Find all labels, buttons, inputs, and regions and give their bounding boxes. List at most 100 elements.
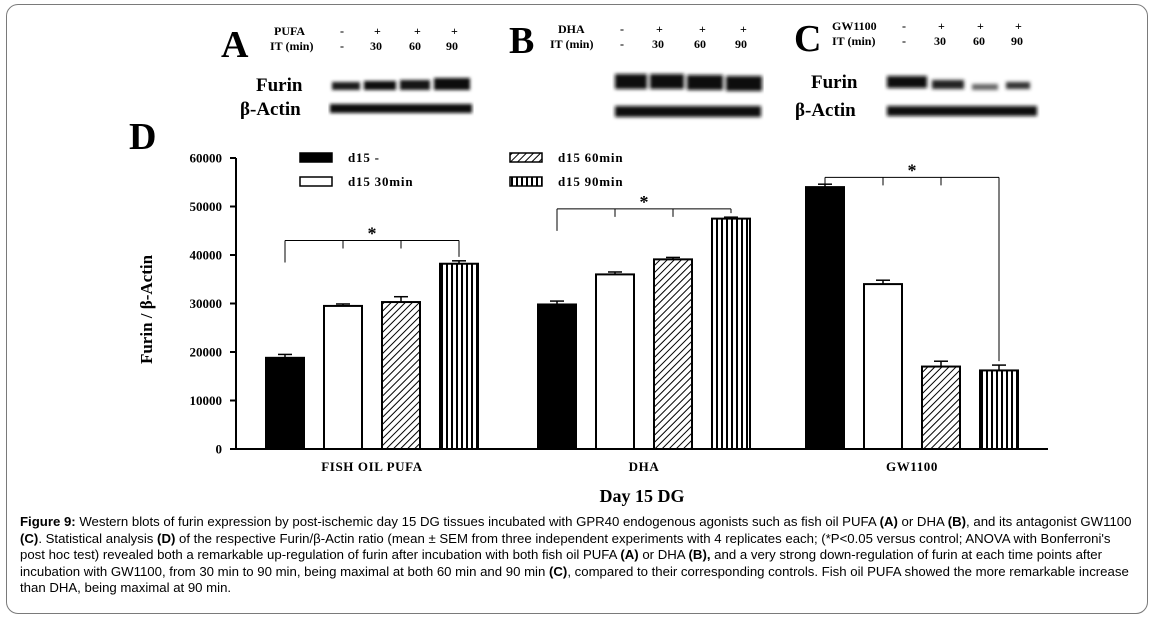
y-tick-label: 20000 bbox=[190, 345, 223, 360]
legend-entry: d15 60min bbox=[509, 150, 623, 165]
legend-swatch bbox=[299, 152, 333, 163]
panel-a-treatment-value: - bbox=[340, 24, 344, 38]
panel-c-treatment-label: GW1100 bbox=[832, 19, 877, 33]
significance-bracket: * bbox=[284, 223, 460, 263]
figure-frame bbox=[6, 4, 1148, 614]
panel-a-time-value: - bbox=[340, 39, 344, 53]
bar bbox=[323, 304, 363, 450]
legend-label: d15 30min bbox=[348, 174, 413, 189]
panel-c-furin-label: Furin bbox=[811, 72, 858, 93]
y-tick-label: 50000 bbox=[190, 199, 223, 214]
caption-panel-ref: (B), bbox=[688, 547, 711, 563]
caption-panel-ref: (A) bbox=[879, 514, 898, 529]
panel-c-time-value: 30 bbox=[934, 34, 946, 48]
y-tick-label: 10000 bbox=[190, 393, 223, 408]
caption-panel-ref: (C) bbox=[20, 530, 39, 546]
panel-a-time-value: 60 bbox=[409, 39, 421, 53]
legend-label: d15 90min bbox=[558, 174, 623, 189]
panel-c-actin-label: β-Actin bbox=[795, 100, 856, 121]
bar bbox=[921, 365, 961, 450]
furin-bar-chart: 0 10000 20000 30000 40000 50000 60000 Furin / β… bbox=[137, 150, 1048, 506]
bar bbox=[653, 258, 693, 450]
y-tick-label: 30000 bbox=[190, 296, 223, 311]
panel-a-time-row: IT (min) - 30 60 90 bbox=[270, 39, 470, 54]
chart-bars bbox=[265, 183, 1019, 451]
legend-entry: d15 30min bbox=[299, 174, 413, 189]
caption-text: . Statistical analysis bbox=[38, 530, 158, 546]
caption-text: and a very strong down-regulation of fur… bbox=[20, 547, 1102, 579]
significance-star: * bbox=[368, 223, 377, 243]
legend-entry: d15 90min bbox=[509, 174, 623, 189]
bar bbox=[381, 301, 421, 451]
panel-b-treatment-value: + bbox=[740, 22, 747, 36]
caption-text: , compared to their corresponding contro… bbox=[20, 563, 1129, 596]
chart-significance: * * * bbox=[284, 160, 1000, 362]
panel-c-treatment-table: GW1100 - + + + IT (min) - 30 60 90 bbox=[832, 19, 1042, 49]
bar bbox=[805, 186, 845, 450]
panel-b-treatment-table: DHA - + + + IT (min) - 30 60 90 bbox=[550, 22, 760, 52]
panel-b-blot-image bbox=[612, 70, 764, 122]
chart-axes: 0 10000 20000 30000 40000 50000 60000 Furin / β… bbox=[137, 151, 1048, 506]
bar bbox=[439, 262, 479, 451]
bar bbox=[979, 369, 1019, 450]
panel-c-treatment-value: + bbox=[977, 19, 984, 33]
caption-panel-ref: (C) bbox=[549, 563, 568, 579]
caption-panel-ref: (B) bbox=[947, 514, 967, 529]
caption-text: or DHA bbox=[897, 514, 948, 529]
significance-star: * bbox=[908, 160, 917, 180]
panel-b-treatment-value: - bbox=[620, 22, 624, 36]
panel-a-treatment-value: + bbox=[414, 24, 421, 38]
caption-panel-ref: (D) bbox=[157, 530, 176, 546]
panel-a-blot-image bbox=[328, 72, 474, 120]
panel-a-treatment-table: PUFA - + + + IT (min) - 30 60 90 bbox=[270, 24, 470, 54]
legend-swatch bbox=[509, 176, 543, 187]
caption-text: or DHA bbox=[638, 547, 689, 563]
panel-c-time-row: IT (min) - 30 60 90 bbox=[832, 34, 1042, 49]
legend-label: d15 - bbox=[348, 150, 380, 165]
legend-swatch bbox=[509, 152, 543, 163]
caption-panel-ref: (A) bbox=[620, 547, 639, 563]
panel-a-treatment-label: PUFA bbox=[274, 24, 306, 38]
panel-b-time-value: 90 bbox=[735, 37, 747, 51]
legend-swatch bbox=[299, 176, 333, 187]
panel-a-time-label: IT (min) bbox=[270, 39, 314, 53]
bar bbox=[537, 303, 577, 450]
x-axis-label: Day 15 DG bbox=[600, 486, 685, 506]
panel-a-time-value: 30 bbox=[370, 39, 382, 53]
x-category-label: DHA bbox=[629, 459, 660, 474]
y-tick-label: 0 bbox=[216, 442, 223, 457]
caption-text: , and its antagonist GW1100 bbox=[966, 514, 1132, 529]
panel-a-treatment-value: + bbox=[451, 24, 458, 38]
panel-b-time-value: - bbox=[620, 37, 624, 51]
y-tick-label: 40000 bbox=[190, 248, 223, 263]
legend-label: d15 60min bbox=[558, 150, 623, 165]
chart-legend: d15 - d15 60min d15 30min d15 90min bbox=[299, 150, 623, 189]
panel-b-treatment-value: + bbox=[656, 22, 663, 36]
y-tick-label: 60000 bbox=[190, 151, 223, 166]
panel-b-letter: B bbox=[509, 20, 535, 62]
significance-star: * bbox=[640, 192, 649, 212]
panel-d-letter: D bbox=[129, 116, 157, 158]
panel-a-furin-label: Furin bbox=[256, 75, 303, 96]
panel-c-time-value: 90 bbox=[1011, 34, 1023, 48]
bar bbox=[863, 283, 903, 450]
panel-c-letter: C bbox=[794, 18, 822, 60]
bar bbox=[711, 217, 751, 450]
panel-c-treatment-value: - bbox=[902, 19, 906, 33]
panel-a-treatment-row: PUFA - + + + bbox=[270, 24, 470, 39]
panel-b-treatment-row: DHA - + + + bbox=[550, 22, 760, 37]
x-category-label: GW1100 bbox=[886, 459, 938, 474]
figure-caption: Figure 9: Western blots of furin express… bbox=[20, 514, 1138, 597]
caption-figure-label: Figure 9: bbox=[20, 514, 76, 529]
panel-b-time-value: 30 bbox=[652, 37, 664, 51]
panel-a-time-value: 90 bbox=[446, 39, 458, 53]
significance-bracket: * bbox=[824, 160, 1000, 362]
panel-b-time-label: IT (min) bbox=[550, 37, 594, 51]
panel-b-treatment-value: + bbox=[699, 22, 706, 36]
panel-c-blot-image bbox=[884, 70, 1040, 122]
panel-b-time-row: IT (min) - 30 60 90 bbox=[550, 37, 760, 52]
caption-text: Western blots of furin expression by pos… bbox=[75, 514, 880, 529]
x-category-label: FISH OIL PUFA bbox=[321, 459, 422, 474]
panel-c-treatment-row: GW1100 - + + + bbox=[832, 19, 1042, 34]
panel-c-time-value: - bbox=[902, 34, 906, 48]
